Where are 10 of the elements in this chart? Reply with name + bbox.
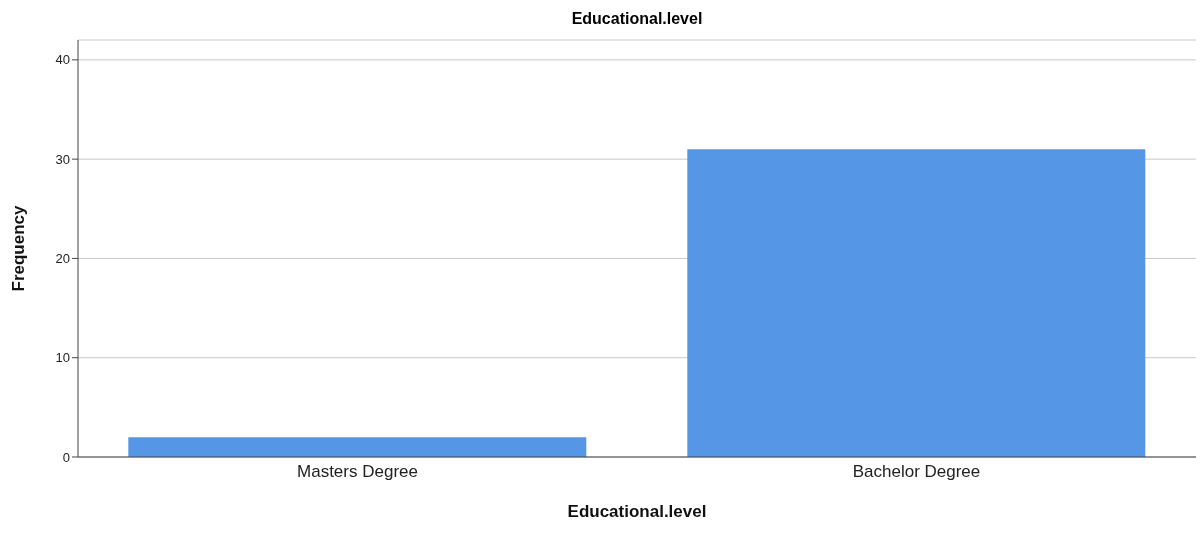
y-tick-label: 40	[55, 52, 70, 68]
y-tick-label: 0	[62, 449, 70, 465]
y-tick-label: 10	[55, 350, 70, 366]
y-axis-title: Frequency	[9, 204, 29, 292]
x-tick-label: Masters Degree	[297, 462, 418, 482]
chart-title: Educational.level	[570, 9, 704, 29]
x-tick-label: Bachelor Degree	[852, 462, 981, 482]
y-tick-label: 30	[55, 151, 70, 167]
y-tick-label: 20	[55, 251, 70, 267]
x-axis-title: Educational.level	[567, 502, 707, 521]
